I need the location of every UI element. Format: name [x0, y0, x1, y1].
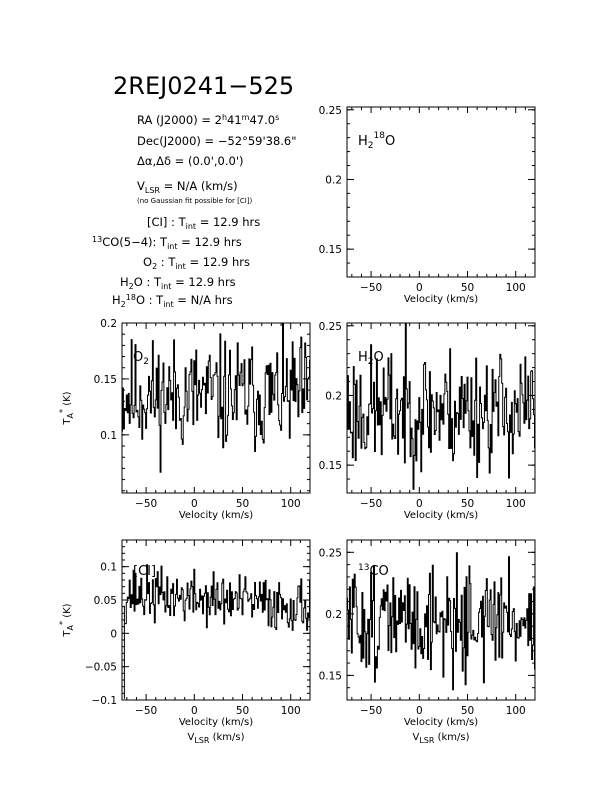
vlsr-line: VLSR = N/A (km/s)	[137, 179, 238, 195]
offset-line: Δα,Δδ = (0.0',0.0')	[137, 154, 243, 168]
y-tick-label: 0.2	[325, 609, 342, 621]
x-tick-label: 50	[236, 705, 249, 717]
y-axis-label: TA* (K)	[58, 603, 75, 637]
panel-ci: −50 0 50 100 −0.1 −0.05 0 0.05 0.1 Velocity (km/s…	[58, 539, 311, 745]
x-tick-label: 50	[236, 498, 249, 510]
x-tick-label: 0	[416, 705, 423, 717]
spectrum-trace	[347, 323, 535, 490]
dec-line: Dec(J2000) = −52°59'38.6"	[137, 134, 297, 148]
x-tick-label: 0	[191, 705, 198, 717]
panel-label: 13CO	[358, 563, 389, 579]
x-tick-label: 50	[461, 282, 474, 294]
x-axis-label: Velocity (km/s)	[179, 717, 253, 728]
int-o2: O2 : Tint = 12.9 hrs	[143, 255, 250, 271]
y-tick-label: 0.15	[319, 244, 342, 256]
x-tick-label: 0	[191, 498, 198, 510]
x-axis-label: Velocity (km/s)	[404, 510, 478, 521]
y-tick-label: 0.15	[94, 374, 117, 386]
x-tick-label: −50	[360, 282, 382, 294]
panel-label: H2O	[358, 350, 384, 367]
panel-h2o: −50 0 50 100 0.15 0.2 0.25 Velocity (km/s) H2O	[319, 321, 536, 521]
x-tick-label: −50	[135, 498, 157, 510]
x-axis-label: Velocity (km/s)	[404, 717, 478, 728]
spectrum-trace	[347, 552, 535, 691]
panel-label: H218O	[358, 131, 395, 151]
panel-13co: −50 0 50 100 0.15 0.2 0.25 Velocity (km/s) VLSR …	[319, 539, 536, 745]
int-h2o: H2O : Tint = 12.9 hrs	[120, 275, 236, 291]
x-axis-label: Velocity (km/s)	[179, 510, 253, 521]
x-tick-label: −50	[360, 705, 382, 717]
x-tick-label: 0	[416, 282, 423, 294]
y-tick-label: 0	[110, 628, 117, 640]
y-tick-label: −0.1	[92, 695, 118, 707]
y-tick-label: 0.05	[94, 595, 117, 607]
y-tick-label: 0.15	[319, 670, 342, 682]
ra-line: RA (J2000) = 2h41m47.0s	[137, 113, 279, 127]
vlsr-axis-label: VLSR (km/s)	[187, 732, 244, 745]
x-tick-label: 100	[506, 705, 526, 717]
x-tick-label: 100	[506, 282, 526, 294]
gaussian-note: (no Gaussian fit possible for [CI])	[137, 197, 253, 205]
y-tick-label: 0.25	[319, 547, 342, 559]
y-tick-label: 0.2	[100, 318, 117, 330]
y-tick-label: −0.05	[85, 662, 117, 674]
y-tick-label: 0.1	[100, 562, 117, 574]
x-tick-label: 100	[281, 498, 301, 510]
source-title: 2REJ0241−525	[113, 72, 294, 100]
x-tick-label: 100	[281, 705, 301, 717]
spectrum-trace	[122, 323, 310, 473]
x-tick-label: −50	[360, 498, 382, 510]
y-tick-label: 0.25	[319, 321, 342, 333]
panel-h218o: −50 0 50 100 0.15 0.2 0.25 Velocity (km/s) H218O	[319, 105, 536, 305]
y-tick-label: 0.2	[325, 174, 342, 186]
int-h218o: H218O : Tint = N/A hrs	[112, 293, 233, 309]
panel-label: O2	[133, 350, 149, 367]
x-tick-label: 50	[461, 705, 474, 717]
y-tick-label: 0.2	[325, 390, 342, 402]
panel-o2: −50 0 50 100 0.1 0.15 0.2 Velocity (km/s) TA* (K…	[58, 318, 311, 521]
x-tick-label: 0	[416, 498, 423, 510]
int-ci: [CI] : Tint = 12.9 hrs	[147, 215, 260, 231]
y-axis-label: TA* (K)	[58, 391, 75, 425]
vlsr-axis-label: VLSR (km/s)	[412, 732, 469, 745]
panel-label: [CI]	[133, 564, 156, 579]
y-tick-label: 0.15	[319, 460, 342, 472]
x-tick-label: 50	[461, 498, 474, 510]
plot-frame	[346, 106, 536, 278]
y-tick-label: 0.1	[100, 430, 117, 442]
spectrum-trace	[123, 564, 310, 699]
int-13co: 13CO(5−4): Tint = 12.9 hrs	[92, 235, 242, 251]
y-tick-label: 0.25	[319, 105, 342, 117]
x-tick-label: −50	[135, 705, 157, 717]
x-tick-label: 100	[506, 498, 526, 510]
x-axis-label: Velocity (km/s)	[404, 294, 478, 305]
